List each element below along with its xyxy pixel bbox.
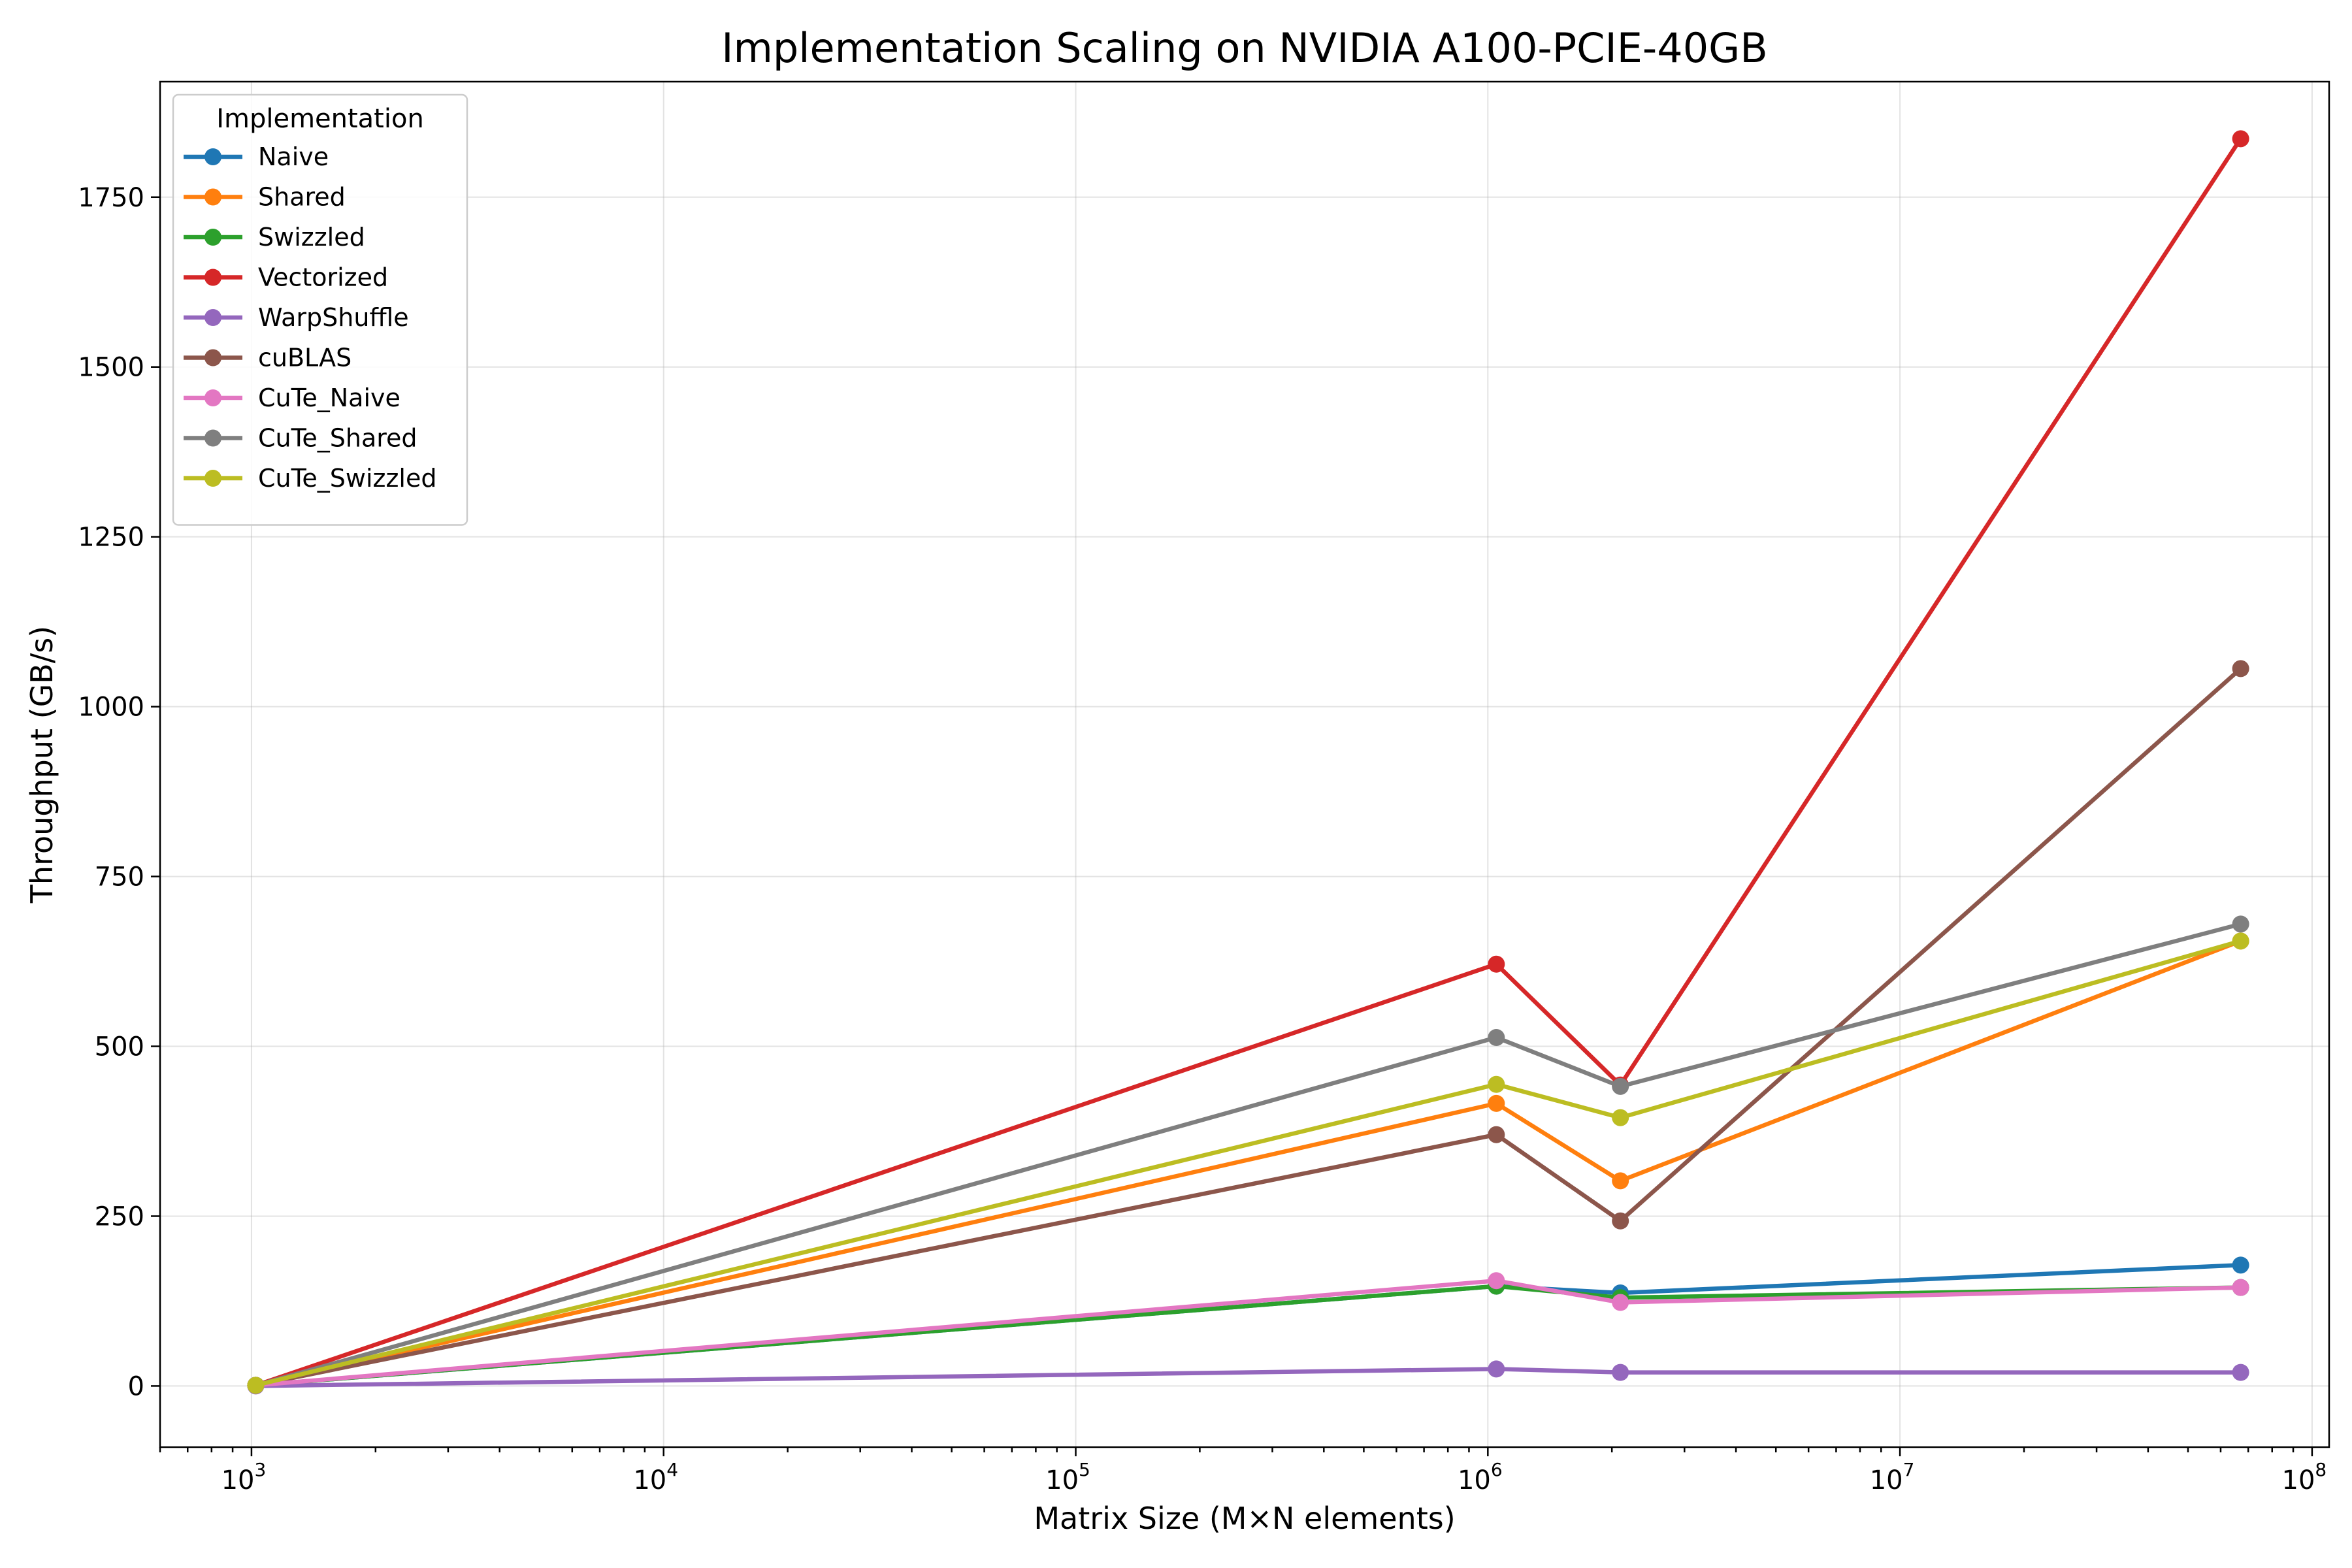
legend-item: CuTe_Swizzled	[184, 464, 436, 493]
series-warpshuffle	[247, 1360, 2249, 1395]
data-point	[1488, 1360, 1505, 1378]
legend-marker	[204, 269, 221, 286]
x-tick-label: 108	[2282, 1459, 2327, 1495]
data-point	[1612, 1077, 1629, 1095]
legend-marker	[204, 470, 221, 487]
legend-label: WarpShuffle	[258, 303, 409, 332]
series-line	[255, 666, 2242, 1388]
data-point	[2232, 932, 2249, 950]
series-line	[255, 939, 2242, 1388]
legend-label: CuTe_Swizzled	[258, 464, 436, 493]
legend-marker	[204, 389, 221, 406]
data-point	[2232, 1364, 2249, 1381]
data-point	[2232, 1279, 2249, 1296]
data-point	[1488, 1094, 1505, 1112]
data-point	[1488, 1272, 1505, 1290]
legend-label: Naive	[258, 142, 329, 171]
plot-frame	[159, 80, 2330, 1448]
data-point	[1612, 1364, 1629, 1381]
series-line	[255, 137, 2243, 1388]
data-point	[2232, 1256, 2249, 1274]
x-tick-label: 104	[633, 1459, 678, 1495]
y-tick-label: 1000	[78, 693, 144, 723]
series-line	[255, 922, 2242, 1388]
legend-item: Vectorized	[184, 263, 388, 292]
series-cublas	[247, 660, 2249, 1394]
plot-series	[247, 130, 2249, 1395]
chart-title: Implementation Scaling on NVIDIA A100-PC…	[721, 24, 1768, 72]
series-line	[255, 939, 2242, 1388]
data-point	[2232, 915, 2249, 933]
legend-item: WarpShuffle	[184, 303, 409, 332]
data-point	[247, 1377, 265, 1394]
data-point	[1488, 1126, 1505, 1143]
legend-item: cuBLAS	[184, 344, 351, 372]
data-point	[1488, 1029, 1505, 1046]
y-tick-label: 1750	[78, 183, 144, 213]
legend-item: CuTe_Naive	[184, 384, 400, 412]
legend-marker	[204, 429, 221, 447]
data-point	[1612, 1109, 1629, 1126]
series-cute-swizzled	[247, 932, 2249, 1394]
legend-item: Swizzled	[184, 223, 365, 252]
data-point	[1612, 1212, 1629, 1230]
y-tick-label: 750	[95, 862, 144, 892]
data-point	[1612, 1172, 1629, 1190]
legend-marker	[204, 309, 221, 326]
series-line	[255, 1278, 2241, 1388]
y-tick-label: 500	[95, 1032, 144, 1062]
legend-marker	[204, 229, 221, 246]
x-axis-label: Matrix Size (M×N elements)	[1034, 1501, 1455, 1536]
legend-title: Implementation	[216, 104, 424, 134]
legend-label: cuBLAS	[258, 344, 351, 372]
legend-marker	[204, 148, 221, 165]
x-tick-label: 105	[1045, 1459, 1090, 1495]
legend-label: Shared	[258, 183, 346, 212]
legend-item: Naive	[184, 142, 329, 171]
series-cute-shared	[247, 915, 2249, 1394]
legend-label: Vectorized	[258, 263, 388, 292]
legend-label: Swizzled	[258, 223, 365, 252]
legend: Implementation Naive Shared Swizzled Vectori…	[172, 93, 468, 526]
data-point	[2232, 130, 2249, 148]
x-tick-label: 103	[221, 1459, 267, 1495]
y-tick-label: 1250	[78, 523, 144, 553]
y-tick-label: 1500	[78, 353, 144, 383]
legend-marker	[204, 188, 221, 206]
legend-label: CuTe_Naive	[258, 384, 400, 412]
legend-item: CuTe_Shared	[184, 424, 417, 453]
x-tick-label: 107	[1870, 1459, 1915, 1495]
data-point	[1488, 1075, 1505, 1093]
y-tick-label: 250	[95, 1201, 144, 1232]
legend-marker	[204, 349, 221, 367]
data-point	[1488, 955, 1505, 973]
axis-ticks: 0 250 500 750 1000 1250 1500 1750 103 104 105 106 10…	[78, 183, 2327, 1495]
series-vectorized	[247, 130, 2249, 1394]
legend-item: Shared	[184, 183, 346, 212]
y-tick-label: 0	[128, 1371, 144, 1401]
grid-lines	[160, 82, 2329, 1447]
data-point	[1612, 1294, 1629, 1311]
data-point	[2232, 660, 2249, 678]
series-line	[255, 1367, 2241, 1388]
legend-frame	[172, 93, 468, 526]
y-axis-label: Throughput (GB/s)	[24, 626, 59, 904]
legend-label: CuTe_Shared	[258, 424, 417, 453]
x-tick-label: 106	[1458, 1459, 1503, 1495]
